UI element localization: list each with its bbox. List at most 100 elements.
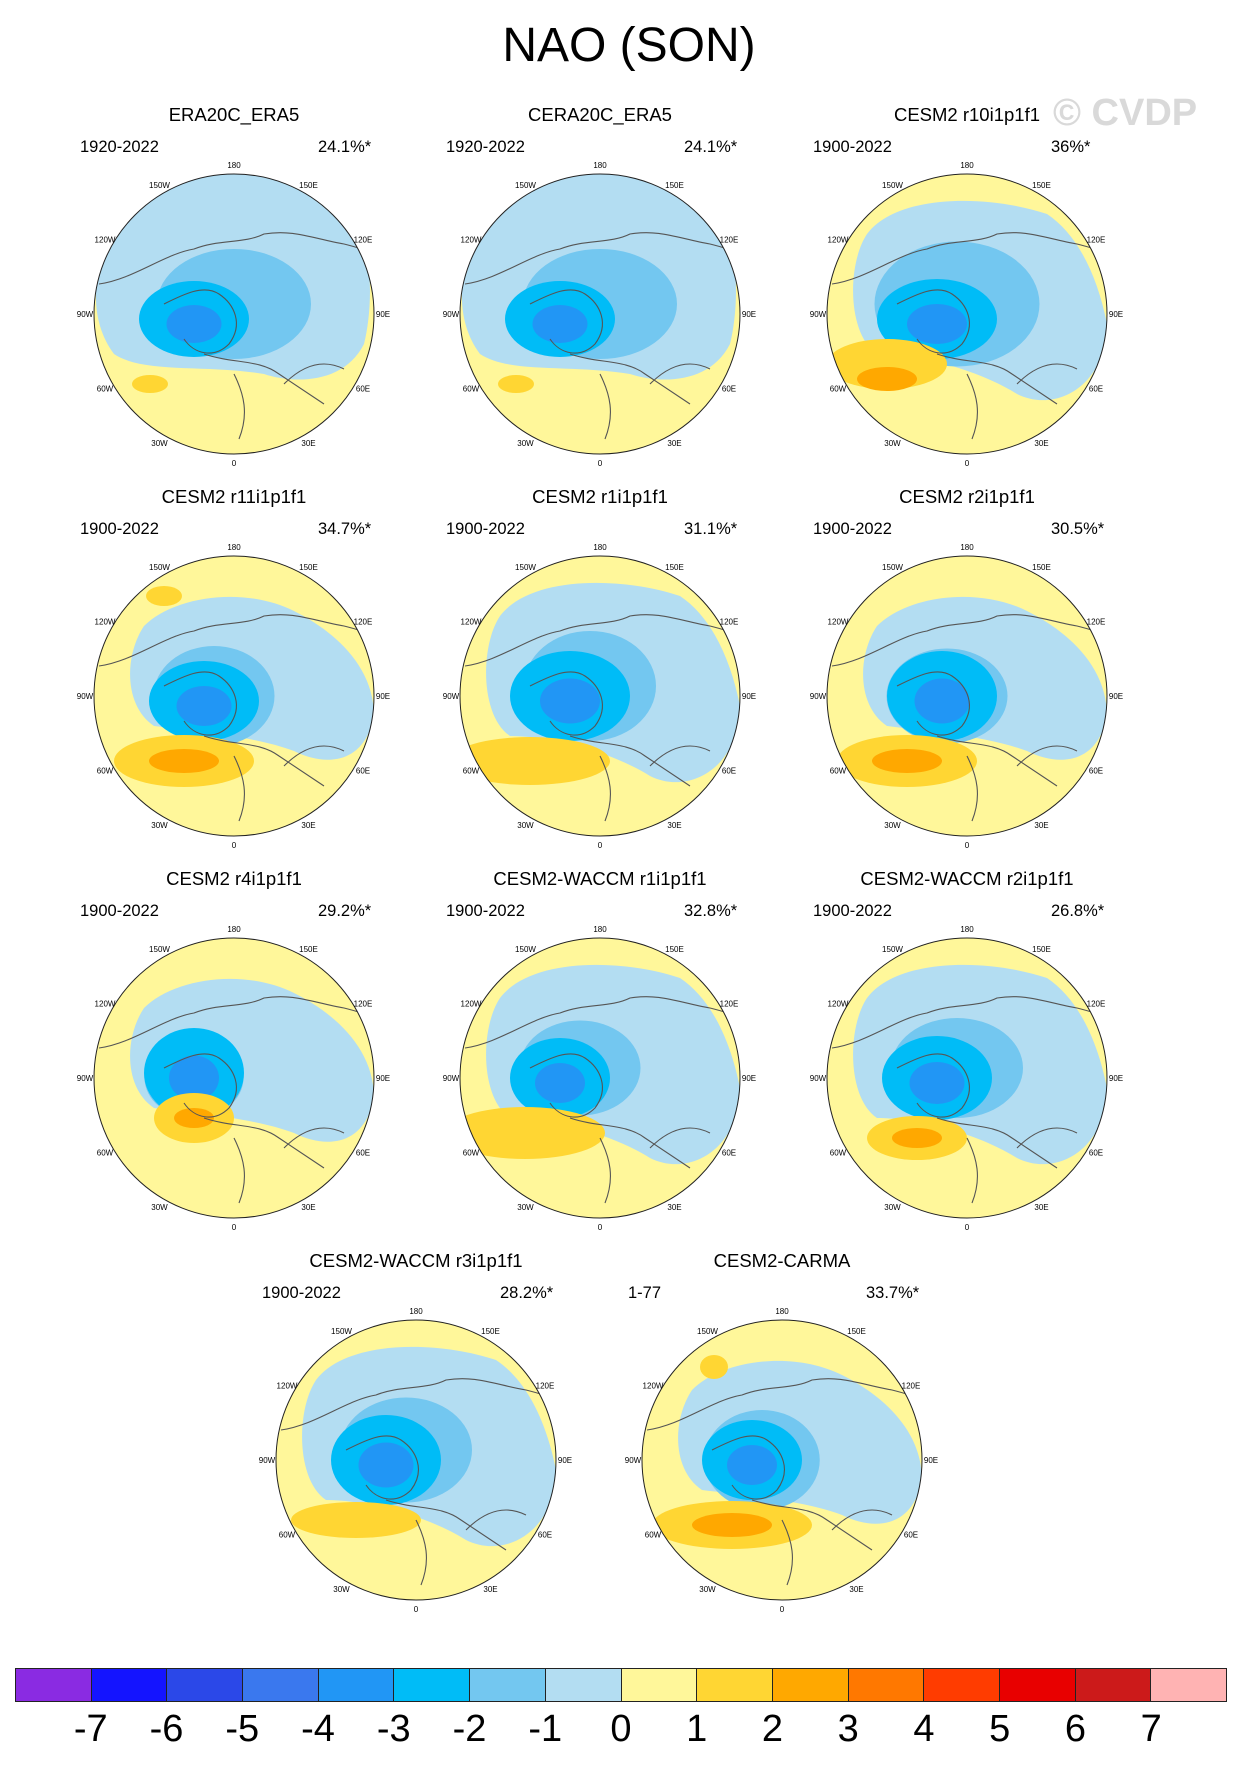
panel-variance-pct: 36%* <box>1051 138 1091 156</box>
colorbar-tick-label: 7 <box>1140 1708 1162 1750</box>
longitude-label: 0 <box>965 841 970 850</box>
longitude-label: 150E <box>1032 181 1051 190</box>
colorbar-tick-label: -6 <box>149 1708 184 1750</box>
longitude-label: 90E <box>924 1456 938 1465</box>
positive-anomaly-contour <box>692 1513 772 1537</box>
longitude-label: 60E <box>356 385 370 394</box>
longitude-label: 150E <box>1032 945 1051 954</box>
longitude-label: 30E <box>301 1203 315 1212</box>
polar-map: 180 150E 120E 90E 60E 30E 0 30W 60W 90W 120W 150W <box>77 543 390 850</box>
cvdp-watermark: © CVDP <box>1053 92 1198 134</box>
longitude-label: 90E <box>558 1456 572 1465</box>
panel-variance-pct: 32.8%* <box>684 902 738 920</box>
longitude-label: 0 <box>232 459 237 468</box>
longitude-label: 120E <box>720 1000 739 1009</box>
colorbar-swatch <box>394 1669 471 1701</box>
panel-period: 1900-2022 <box>446 902 525 920</box>
colorbar-swatch <box>91 1669 168 1701</box>
longitude-label: 90W <box>443 1074 460 1083</box>
longitude-label: 90W <box>810 692 827 701</box>
negative-anomaly-peak <box>535 1063 585 1103</box>
panel-period: 1900-2022 <box>813 138 892 156</box>
coastline <box>781 1519 793 1586</box>
panel-period: 1920-2022 <box>446 138 525 156</box>
figure-title: NAO (SON) <box>502 19 756 72</box>
longitude-label: 90E <box>376 1074 390 1083</box>
longitude-label: 30E <box>301 439 315 448</box>
panel-variance-pct: 24.1%* <box>684 138 738 156</box>
panel-period: 1900-2022 <box>446 520 525 538</box>
longitude-label: 60E <box>538 1531 552 1540</box>
colorbar-swatch <box>470 1669 546 1701</box>
longitude-label: 0 <box>965 1223 970 1232</box>
longitude-label: 180 <box>960 925 974 934</box>
panel-variance-pct: 26.8%* <box>1051 902 1105 920</box>
colorbar-tick-label: 1 <box>686 1708 708 1750</box>
longitude-label: 120W <box>461 1000 482 1009</box>
polar-map: 180 150E 120E 90E 60E 30E 0 30W 60W 90W 120W 150W <box>259 1307 572 1614</box>
longitude-label: 60E <box>356 767 370 776</box>
longitude-label: 0 <box>965 459 970 468</box>
longitude-label: 30W <box>884 439 901 448</box>
longitude-label: 0 <box>232 1223 237 1232</box>
longitude-label: 150W <box>149 945 170 954</box>
longitude-label: 90W <box>77 310 94 319</box>
colorbar-tick-label: -3 <box>376 1708 411 1750</box>
positive-anomaly-contour <box>460 1107 605 1159</box>
longitude-label: 30E <box>1034 821 1048 830</box>
panel-variance-pct: 30.5%* <box>1051 520 1105 538</box>
longitude-label: 0 <box>598 1223 603 1232</box>
coastline <box>163 289 237 354</box>
longitude-label: 150E <box>299 181 318 190</box>
map-panel: CESM2 r2i1p1f1 1900-2022 30.5%* 180 150E 120E… <box>777 486 1157 858</box>
map-border <box>275 1319 557 1601</box>
panel-variance-pct: 34.7%* <box>318 520 372 538</box>
longitude-label: 120E <box>1087 618 1106 627</box>
longitude-label: 0 <box>780 1605 785 1614</box>
coastline <box>831 232 1107 285</box>
coastline <box>896 1053 970 1118</box>
longitude-label: 120E <box>1087 236 1106 245</box>
longitude-label: 30E <box>849 1585 863 1594</box>
positive-anomaly-contour <box>857 367 917 391</box>
longitude-label: 30W <box>151 439 168 448</box>
negative-anomaly-peak <box>540 678 600 724</box>
coastline <box>649 363 711 385</box>
longitude-label: 30W <box>517 439 534 448</box>
longitude-label: 90W <box>810 1074 827 1083</box>
longitude-label: 150E <box>665 945 684 954</box>
longitude-label: 0 <box>414 1605 419 1614</box>
positive-anomaly-contour <box>872 749 942 773</box>
longitude-label: 60W <box>463 385 480 394</box>
coastline <box>649 1127 711 1149</box>
coastline <box>936 735 1058 787</box>
map-panel: CESM2-WACCM r2i1p1f1 1900-2022 26.8%* 180 15… <box>777 868 1157 1240</box>
colorbar-tick-label: -4 <box>301 1708 335 1750</box>
coastline <box>529 289 603 354</box>
longitude-label: 90W <box>443 692 460 701</box>
longitude-label: 30E <box>667 821 681 830</box>
colorbar-tick-label: 2 <box>761 1708 784 1750</box>
longitude-label: 150W <box>882 181 903 190</box>
longitude-label: 150E <box>299 563 318 572</box>
colorbar-tick-label: 3 <box>837 1708 859 1750</box>
map-panel: CERA20C_ERA5 1920-2022 24.1%* 180 150E 120E 90… <box>410 104 790 476</box>
panel-period: 1900-2022 <box>80 902 159 920</box>
positive-anomaly-contour <box>827 339 947 389</box>
negative-anomaly-peak <box>176 686 232 726</box>
longitude-label: 120W <box>828 1000 849 1009</box>
coastline <box>163 671 237 736</box>
positive-anomaly-contour <box>460 737 610 785</box>
coastline <box>936 353 1058 405</box>
longitude-label: 150W <box>515 563 536 572</box>
longitude-label: 180 <box>593 925 607 934</box>
longitude-label: 60W <box>463 1149 480 1158</box>
coastline <box>233 373 245 440</box>
longitude-label: 60E <box>356 1149 370 1158</box>
longitude-label: 90W <box>810 310 827 319</box>
longitude-label: 150E <box>847 1327 866 1336</box>
longitude-label: 60W <box>97 385 114 394</box>
map-border <box>93 937 375 1219</box>
polar-map: 180 150E 120E 90E 60E 30E 0 30W 60W 90W 120W 150W <box>625 1307 938 1614</box>
positive-anomaly-contour <box>498 375 534 393</box>
